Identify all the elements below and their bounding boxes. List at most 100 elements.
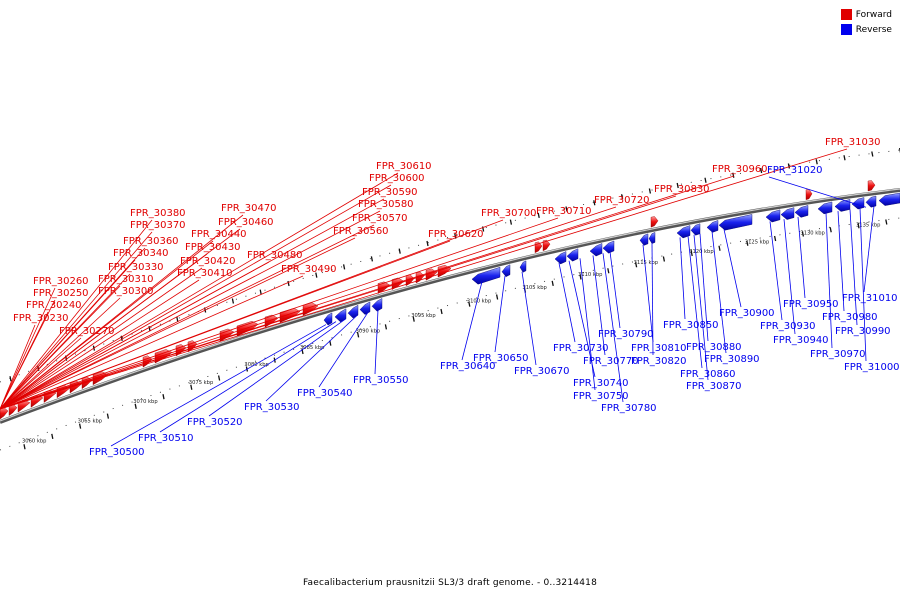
forward-gene-label: FPR_30470 [221,203,277,214]
reverse-gene-label: FPR_30850 [663,320,719,331]
reverse-gene-label: FPR_30930 [760,321,816,332]
forward-gene-label: FPR_30460 [218,217,274,228]
reverse-gene-label: FPR_31000 [844,362,900,373]
legend: Forward Reverse [841,8,892,38]
forward-gene-label: FPR_30700 [481,208,537,219]
kbp-tick-label: 3135 kbp [856,223,881,229]
forward-gene-label: FPR_30260 [33,276,89,287]
leader-line [160,322,336,432]
forward-gene-arrow [651,217,658,228]
reverse-gene-arrow [691,224,700,236]
leader-line [495,276,505,352]
legend-forward: Forward [841,8,892,21]
reverse-gene-arrow [324,313,332,325]
tick-mark [219,376,220,381]
reverse-gene-label: FPR_30940 [773,335,829,346]
reverse-gene-arrow [818,202,832,214]
tick-mark [107,414,108,419]
tick-mark [232,298,233,303]
leader-line [559,263,575,342]
tick-mark [260,290,261,295]
reverse-gene-label: FPR_30510 [138,433,194,444]
reverse-gene-label: FPR_30890 [704,354,760,365]
reverse-gene-arrow [766,210,780,222]
tick-mark [775,236,776,241]
reverse-gene-label: FPR_30820 [631,356,687,367]
forward-gene-arrow [868,181,875,192]
reverse-swatch [841,24,852,35]
reverse-gene-arrow [707,220,718,232]
tick-mark [705,178,706,183]
forward-gene-label: FPR_30590 [362,187,418,198]
forward-gene-label: FPR_30310 [98,274,154,285]
tick-mark [288,281,289,286]
tick-mark [830,227,831,232]
kbp-tick-label: 3075 kbp [189,380,214,386]
leader-line [864,206,874,292]
leader-line [724,229,741,307]
reverse-gene-arrow [866,196,876,207]
forward-gene-label: FPR_30610 [376,161,432,172]
kbp-tick-label: 3125 kbp [745,239,770,245]
reverse-gene-label: FPR_30550 [353,375,409,386]
forward-gene-label: FPR_30340 [113,248,169,259]
reverse-gene-label: FPR_30780 [601,403,657,414]
kbp-tick-label: 3065 kbp [78,418,103,424]
forward-gene-label: FPR_30370 [130,220,186,231]
forward-gene-label: FPR_30270 [59,326,115,337]
reverse-gene-label: FPR_30970 [810,349,866,360]
tick-mark [663,256,664,261]
tick-mark [427,241,428,246]
kbp-tick-label: 3060 kbp [22,439,47,445]
tick-mark [844,155,845,160]
reverse-gene-arrow [590,243,602,256]
reverse-gene-arrow [520,261,526,273]
forward-gene-arrow [806,189,812,199]
leader-line [593,255,605,355]
forward-gene-label: FPR_30420 [180,256,236,267]
tick-mark [399,249,400,254]
tick-mark [10,376,11,381]
genome-caption: Faecalibacterium prausnitzii SL3/3 draft… [0,578,900,588]
kbp-tick-label: 3070 kbp [133,399,158,405]
kbp-tick-label: 3085 kbp [300,345,325,351]
reverse-gene-label: FPR_30790 [598,329,654,340]
kbp-tick-label: 3095 kbp [411,313,436,319]
reverse-gene-arrow [360,302,370,315]
gene-labels: FPR_30230FPR_30240FPR_30250FPR_30260FPR_… [0,137,900,458]
tick-mark [385,324,386,329]
reverse-gene-label: FPR_30880 [686,342,742,353]
forward-gene-label: FPR_30380 [130,208,186,219]
forward-gene-label: FPR_30600 [369,173,425,184]
leader-line [826,213,832,348]
forward-gene-label: FPR_31030 [825,137,881,148]
leader-line [580,258,595,390]
reverse-gene-label: FPR_30990 [835,326,891,337]
reverse-gene-label: FPR_30900 [719,308,775,319]
tick-mark [552,281,553,286]
reverse-gene-label: FPR_30530 [244,402,300,413]
reverse-gene-arrow [555,252,566,265]
leader-line [798,217,805,298]
reverse-gene-arrow [567,249,578,262]
leader-line [375,310,378,374]
reverse-gene-arrow [781,208,794,220]
reverse-gene-arrow [879,193,900,206]
reverse-gene-label: FPR_30650 [473,353,529,364]
reverse-gene-label: FPR_30540 [297,388,353,399]
tick-mark [497,295,498,300]
leader-line [712,231,726,353]
reverse-gene-arrow [640,234,648,246]
kbp-tick-label: 3100 kbp [467,298,492,304]
leader-line [680,237,685,319]
forward-gene-label: FPR_30960 [712,164,768,175]
forward-gene-label: FPR_30250 [33,288,89,299]
tick-mark [649,188,650,193]
leader-line [770,221,782,320]
tick-mark [719,246,720,251]
forward-gene-label: FPR_30570 [352,213,408,224]
reverse-gene-label: FPR_30500 [89,447,145,458]
tick-mark [52,434,53,439]
